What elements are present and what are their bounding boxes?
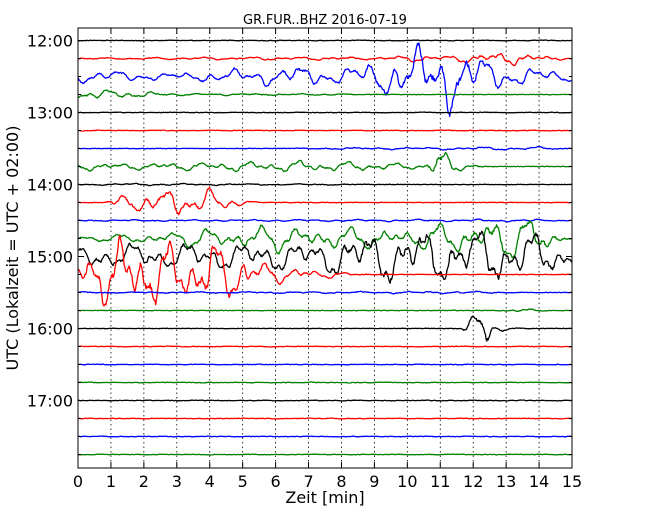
x-tick-label: 11	[430, 472, 450, 491]
y-tick-label: 15:00	[27, 248, 73, 267]
trace-layer	[77, 39, 573, 456]
x-tick-label: 9	[369, 472, 379, 491]
trace-row-23	[77, 453, 572, 456]
x-tick-label: 6	[271, 472, 281, 491]
x-tick-label: 12	[463, 472, 483, 491]
label-layer: 0 1 2 3 4 5 6 7 8 9 10 11 12 13 14 1512:0013:0014:0015:…	[27, 32, 582, 492]
trace-row-12	[77, 230, 573, 284]
trace-row-14	[77, 290, 572, 295]
trace-row-4	[77, 111, 572, 114]
trace-row-3	[77, 89, 572, 99]
plot-frame	[77, 27, 573, 469]
trace-row-6	[78, 145, 572, 151]
y-tick-label: 13:00	[27, 104, 73, 123]
x-tick-label: 13	[496, 472, 516, 491]
trace-row-18	[77, 363, 572, 366]
trace-row-22	[78, 435, 572, 438]
x-tick-label: 15	[562, 472, 582, 491]
trace-row-19	[77, 381, 572, 384]
trace-row-7	[77, 151, 572, 173]
y-tick-label: 12:00	[27, 32, 73, 51]
trace-row-21	[77, 417, 572, 420]
y-tick-label: 14:00	[27, 176, 73, 195]
tick-layer	[77, 28, 573, 468]
trace-row-10	[77, 218, 572, 223]
trace-row-0	[77, 39, 572, 42]
x-tick-label: 0	[73, 472, 83, 491]
trace-row-16	[78, 315, 572, 342]
trace-row-5	[77, 129, 572, 132]
trace-row-1	[77, 52, 572, 67]
trace-row-15	[77, 308, 572, 313]
trace-row-9	[77, 187, 572, 216]
trace-row-20	[77, 399, 572, 402]
trace-row-8	[77, 182, 572, 187]
trace-row-11	[77, 220, 572, 259]
x-tick-label: 14	[529, 472, 549, 491]
y-tick-label: 17:00	[27, 392, 73, 411]
trace-row-13	[77, 235, 572, 307]
x-tick-label: 1	[106, 472, 116, 491]
x-tick-label: 3	[172, 472, 182, 491]
x-tick-label: 8	[336, 472, 346, 491]
grid-layer	[110, 28, 540, 468]
y-tick-label: 16:00	[27, 320, 73, 339]
chart-title: GR.FUR..BHZ 2016-07-19	[243, 13, 407, 28]
trace-row-2	[77, 42, 572, 118]
x-tick-label: 4	[205, 472, 215, 491]
x-tick-label: 2	[139, 472, 149, 491]
x-tick-label: 5	[238, 472, 248, 491]
x-axis-title: Zeit [min]	[285, 488, 364, 507]
y-axis-title: UTC (Lokalzeit = UTC + 02:00)	[3, 126, 22, 371]
trace-row-17	[77, 345, 572, 348]
x-tick-label: 7	[303, 472, 313, 491]
x-tick-label: 10	[397, 472, 417, 491]
